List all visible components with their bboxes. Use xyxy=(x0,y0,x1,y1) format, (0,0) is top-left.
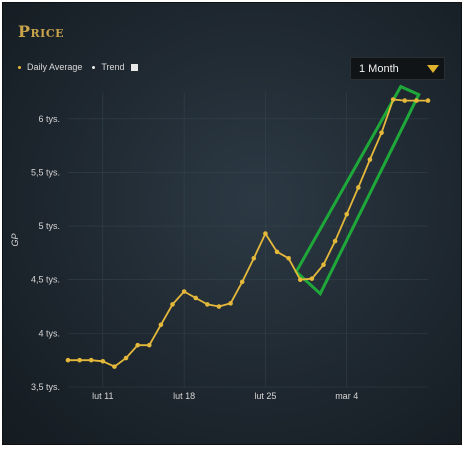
legend-item-trend[interactable]: Trend xyxy=(92,62,138,72)
data-point[interactable] xyxy=(297,277,303,283)
y-tick-label: 5,5 tys. xyxy=(31,167,60,177)
data-point[interactable] xyxy=(274,249,280,255)
data-point[interactable] xyxy=(65,357,71,363)
chart-legend: Daily Average Trend xyxy=(18,62,148,72)
x-tick-label: lut 18 xyxy=(173,391,195,401)
data-point[interactable] xyxy=(239,279,245,285)
data-point[interactable] xyxy=(228,301,233,306)
data-point[interactable] xyxy=(112,364,117,369)
data-point[interactable] xyxy=(88,357,94,363)
legend-trend-label: Trend xyxy=(101,62,125,72)
data-point[interactable] xyxy=(193,295,199,301)
data-point[interactable] xyxy=(251,255,257,261)
x-tick-label: lut 11 xyxy=(92,391,113,401)
data-point[interactable] xyxy=(286,255,291,261)
data-point[interactable] xyxy=(309,276,315,281)
trend-dot-icon xyxy=(92,65,96,69)
data-point[interactable] xyxy=(367,157,373,162)
y-tick-label: 4 tys. xyxy=(38,328,60,338)
daily-average-dot-icon xyxy=(18,65,21,69)
data-point[interactable] xyxy=(170,302,175,307)
data-point[interactable] xyxy=(390,97,396,102)
data-point[interactable] xyxy=(181,289,187,294)
x-tick-label: mar 4 xyxy=(335,391,358,401)
y-tick-label: 4,5 tys. xyxy=(31,275,60,285)
data-point[interactable] xyxy=(263,231,268,236)
highlight-box xyxy=(294,84,421,297)
data-point[interactable] xyxy=(344,211,350,217)
y-axis-label: GP xyxy=(10,233,20,246)
data-point[interactable] xyxy=(414,98,419,103)
legend-daily-average-label: Daily Average xyxy=(27,62,83,72)
data-point[interactable] xyxy=(425,98,431,103)
series-line-daily-average xyxy=(68,98,428,368)
legend-item-daily-average[interactable]: Daily Average xyxy=(18,62,82,72)
y-tick-label: 5 tys. xyxy=(38,221,60,231)
time-range-value: 1 Month xyxy=(359,63,399,75)
data-point[interactable] xyxy=(379,130,384,136)
page-title: Price xyxy=(18,22,64,41)
data-point[interactable] xyxy=(216,304,222,309)
data-point[interactable] xyxy=(402,98,408,103)
y-tick-label: 3,5 tys. xyxy=(31,382,60,392)
data-point[interactable] xyxy=(146,342,152,348)
data-point[interactable] xyxy=(321,262,326,268)
data-point[interactable] xyxy=(332,238,338,244)
data-point[interactable] xyxy=(158,322,164,328)
data-point[interactable] xyxy=(356,185,361,190)
trend-checkbox[interactable] xyxy=(130,63,138,71)
y-tick-label: 6 tys. xyxy=(38,114,60,124)
data-point[interactable] xyxy=(123,355,129,361)
data-point[interactable] xyxy=(135,342,140,348)
x-tick-label: lut 25 xyxy=(254,391,276,401)
time-range-select[interactable]: 1 Month xyxy=(350,57,445,80)
data-point[interactable] xyxy=(205,302,210,307)
data-point[interactable] xyxy=(100,358,106,364)
data-point[interactable] xyxy=(77,357,82,363)
dropdown-arrow-icon[interactable] xyxy=(421,58,444,79)
